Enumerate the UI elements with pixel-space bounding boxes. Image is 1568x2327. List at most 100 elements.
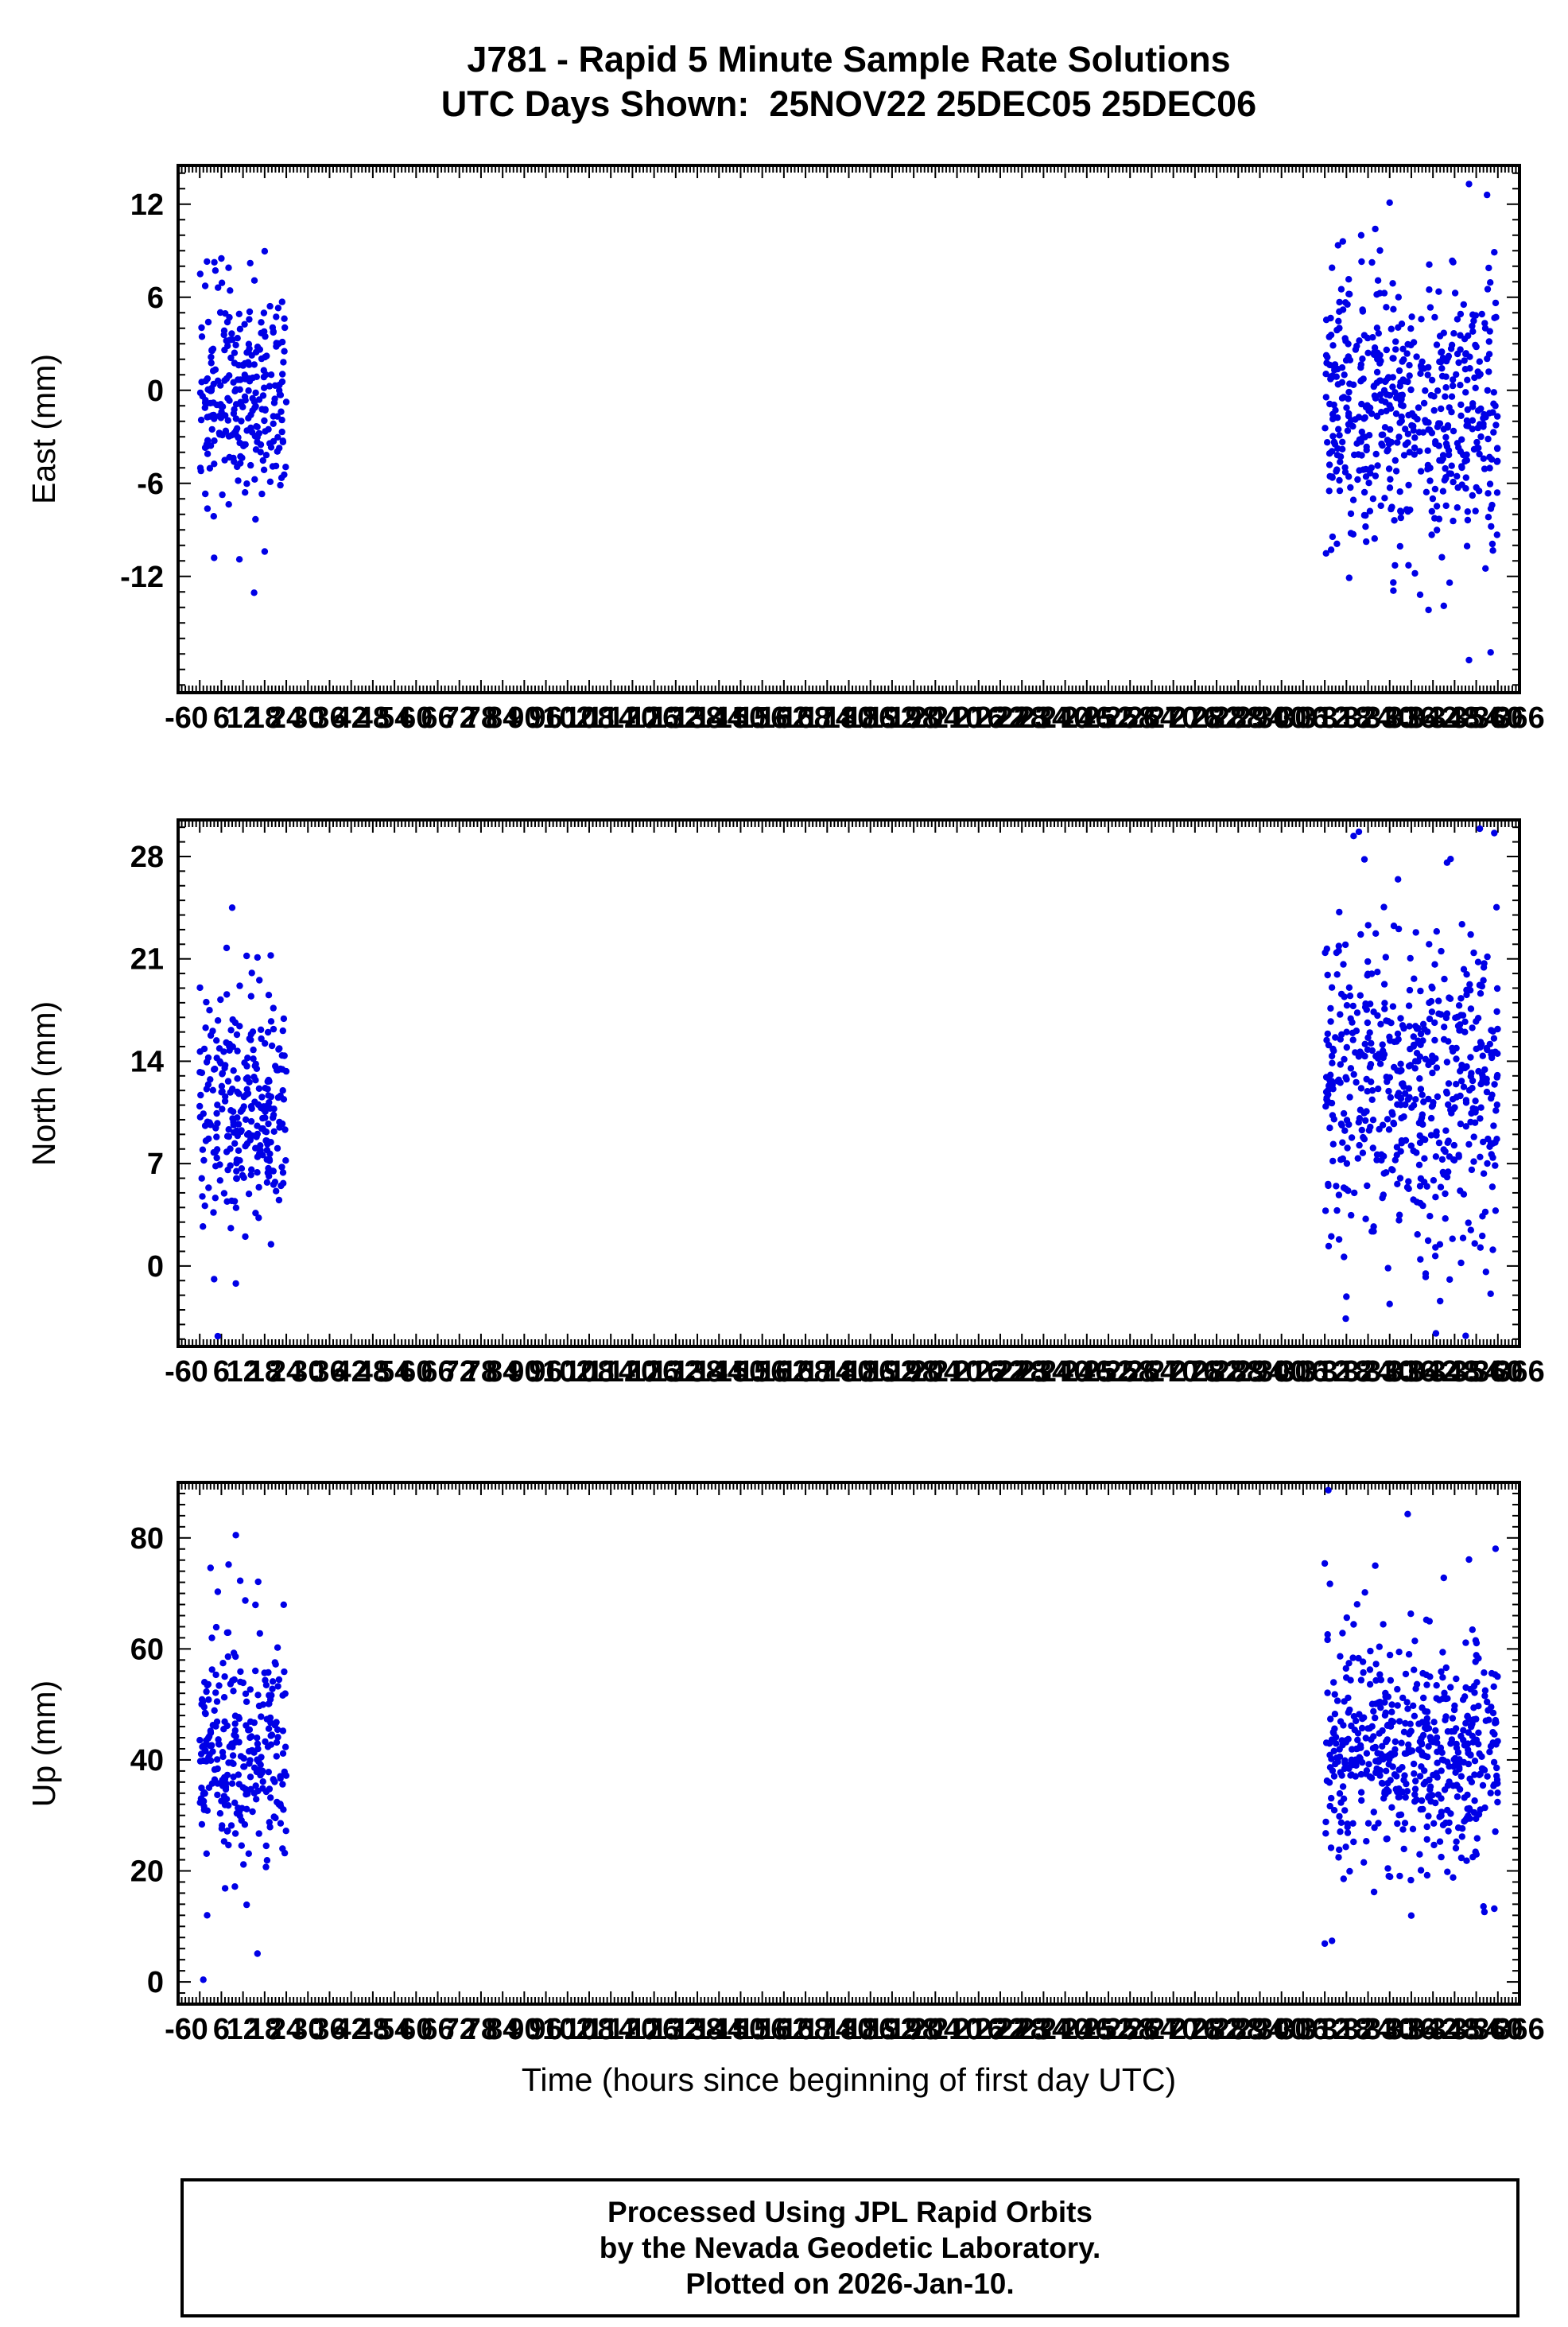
svg-text:6: 6 xyxy=(213,701,230,735)
svg-text:252: 252 xyxy=(1083,1355,1133,1389)
svg-text:312: 312 xyxy=(1299,2013,1349,2046)
svg-text:102: 102 xyxy=(542,2013,592,2046)
y-tick-labels: -12 -6 0 6 12 xyxy=(120,188,164,594)
svg-text:0: 0 xyxy=(192,2013,208,2046)
svg-text:342: 342 xyxy=(1407,1355,1457,1389)
x-axis-label: Time (hours since beginning of first day… xyxy=(521,2061,1177,2098)
svg-text:78: 78 xyxy=(464,1355,498,1389)
svg-text:312: 312 xyxy=(1299,1355,1349,1389)
svg-text:240: 240 xyxy=(1040,2013,1090,2046)
svg-text:78: 78 xyxy=(464,701,498,735)
svg-text:348: 348 xyxy=(1430,1355,1480,1389)
y-tick-labels: 0 20 40 60 80 xyxy=(130,1522,164,1999)
svg-text:72: 72 xyxy=(443,701,476,735)
svg-text:120: 120 xyxy=(607,701,658,735)
svg-text:36: 36 xyxy=(312,701,346,735)
svg-text:114: 114 xyxy=(587,2013,635,2046)
svg-text:90: 90 xyxy=(507,1355,541,1389)
svg-text:60: 60 xyxy=(399,1355,433,1389)
svg-text:324: 324 xyxy=(1343,701,1393,735)
svg-text:24: 24 xyxy=(270,701,303,735)
svg-text:174: 174 xyxy=(802,2013,852,2046)
svg-text:-12: -12 xyxy=(120,561,164,594)
svg-text:66: 66 xyxy=(421,1355,454,1389)
svg-text:54: 54 xyxy=(378,2013,411,2046)
svg-text:222: 222 xyxy=(975,701,1025,735)
svg-text:-6: -6 xyxy=(165,701,192,735)
svg-text:354: 354 xyxy=(1451,701,1501,735)
svg-text:102: 102 xyxy=(542,701,592,735)
svg-text:366: 366 xyxy=(1494,1355,1544,1389)
svg-text:348: 348 xyxy=(1430,2013,1480,2046)
svg-text:264: 264 xyxy=(1127,2013,1177,2046)
svg-text:294: 294 xyxy=(1235,701,1285,735)
svg-text:366: 366 xyxy=(1494,2013,1544,2046)
svg-text:210: 210 xyxy=(932,2013,982,2046)
svg-text:258: 258 xyxy=(1105,2013,1155,2046)
svg-text:246: 246 xyxy=(1062,701,1112,735)
svg-text:-6: -6 xyxy=(165,2013,192,2046)
svg-text:114: 114 xyxy=(587,701,635,735)
svg-text:30: 30 xyxy=(291,2013,324,2046)
data-points xyxy=(196,825,1501,1340)
svg-text:126: 126 xyxy=(629,2013,679,2046)
chart-title: J781 - Rapid 5 Minute Sample Rate Soluti… xyxy=(467,39,1231,80)
svg-text:240: 240 xyxy=(1040,1355,1090,1389)
svg-text:66: 66 xyxy=(421,2013,454,2046)
svg-text:-6: -6 xyxy=(137,468,164,501)
x-tick-labels: -6 0 6121824303642485460667278849096102108… xyxy=(165,2013,1545,2046)
x-tick-labels: -6 0 6121824303642485460667278849096102108… xyxy=(165,1355,1545,1389)
svg-text:354: 354 xyxy=(1451,2013,1501,2046)
svg-text:204: 204 xyxy=(910,1355,961,1389)
svg-text:168: 168 xyxy=(780,2013,830,2046)
svg-text:60: 60 xyxy=(399,701,433,735)
svg-text:108: 108 xyxy=(564,701,614,735)
svg-text:336: 336 xyxy=(1386,2013,1436,2046)
svg-text:198: 198 xyxy=(888,2013,938,2046)
footer-line-3: Plotted on 2026-Jan-10. xyxy=(685,2267,1015,2300)
svg-text:276: 276 xyxy=(1170,2013,1220,2046)
svg-text:84: 84 xyxy=(486,701,519,735)
svg-text:0: 0 xyxy=(147,1966,164,1999)
svg-text:270: 270 xyxy=(1148,1355,1198,1389)
svg-text:60: 60 xyxy=(399,2013,433,2046)
svg-text:150: 150 xyxy=(716,2013,766,2046)
svg-text:294: 294 xyxy=(1235,1355,1285,1389)
svg-text:300: 300 xyxy=(1256,2013,1306,2046)
svg-text:80: 80 xyxy=(130,1522,164,1556)
svg-text:72: 72 xyxy=(443,2013,476,2046)
svg-text:0: 0 xyxy=(147,1250,164,1284)
svg-text:330: 330 xyxy=(1364,701,1415,735)
axis-ticks xyxy=(177,820,1520,1346)
svg-text:12: 12 xyxy=(226,1355,259,1389)
svg-text:144: 144 xyxy=(694,1355,744,1389)
svg-text:78: 78 xyxy=(464,2013,498,2046)
svg-text:156: 156 xyxy=(737,701,787,735)
y-tick-labels: 0 7 14 21 28 xyxy=(130,841,164,1284)
svg-text:108: 108 xyxy=(564,2013,614,2046)
svg-text:186: 186 xyxy=(845,2013,895,2046)
svg-text:42: 42 xyxy=(335,701,368,735)
svg-text:96: 96 xyxy=(529,1355,562,1389)
svg-text:204: 204 xyxy=(910,701,961,735)
svg-text:54: 54 xyxy=(378,1355,411,1389)
svg-text:348: 348 xyxy=(1430,701,1480,735)
svg-text:156: 156 xyxy=(737,1355,787,1389)
svg-text:42: 42 xyxy=(335,2013,368,2046)
svg-text:96: 96 xyxy=(529,2013,562,2046)
scatter-canvas: -6 0 6121824303642485460667278849096102108… xyxy=(130,818,1545,1389)
svg-text:18: 18 xyxy=(248,701,281,735)
svg-text:294: 294 xyxy=(1235,2013,1285,2046)
east-scatter-panel: -6 0 6 12 18 24 30 36 42 48 54 60 66 72 78 84 90 96 102 108… xyxy=(120,164,1545,735)
svg-text:282: 282 xyxy=(1191,1355,1241,1389)
svg-text:174: 174 xyxy=(802,1355,852,1389)
svg-text:28: 28 xyxy=(130,841,164,874)
svg-text:24: 24 xyxy=(270,1355,303,1389)
svg-text:54: 54 xyxy=(378,701,411,735)
svg-text:6: 6 xyxy=(213,2013,230,2046)
svg-text:120: 120 xyxy=(607,2013,658,2046)
plot-frame xyxy=(177,164,1521,694)
svg-text:354: 354 xyxy=(1451,1355,1501,1389)
svg-text:21: 21 xyxy=(130,943,164,977)
svg-text:270: 270 xyxy=(1148,701,1198,735)
